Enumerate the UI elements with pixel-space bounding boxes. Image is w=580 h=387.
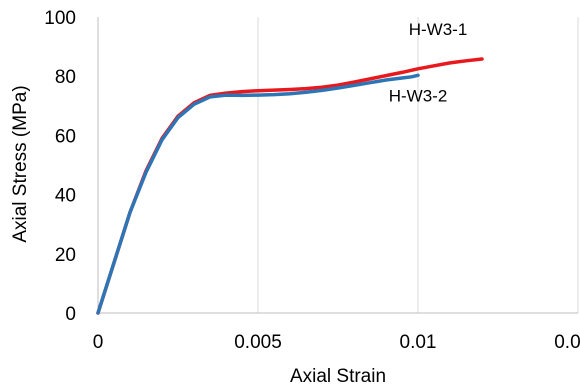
axes <box>97 17 578 314</box>
x-tick-label: 0.005 <box>234 332 282 353</box>
x-tick-label: 0.01 <box>400 332 437 353</box>
series-lines <box>96 57 484 315</box>
y-tick-label: 0 <box>65 304 76 325</box>
y-tick-label: 80 <box>55 67 76 88</box>
grid-lines <box>257 17 579 313</box>
y-tick-label: 40 <box>55 186 76 207</box>
y-tick-label: 60 <box>55 126 76 147</box>
series-label-h-w3-2: H-W3-2 <box>389 86 448 105</box>
series-label-h-w3-1: H-W3-1 <box>409 20 468 39</box>
series-labels: H-W3-1 H-W3-2 <box>389 20 468 105</box>
y-tick-label: 100 <box>44 8 76 29</box>
y-axis-title: Axial Stress (MPa) <box>10 85 31 242</box>
y-tick-label: 20 <box>55 245 76 266</box>
y-tick-labels: 0 20 40 60 80 100 <box>44 8 76 325</box>
x-axis-title: Axial Strain <box>290 366 386 387</box>
series-line-h-w3-2 <box>96 73 420 315</box>
x-tick-labels: 0 0.005 0.01 0.015 <box>93 332 580 353</box>
x-tick-label: 0.015 <box>554 332 580 353</box>
x-tick-label: 0 <box>93 332 104 353</box>
